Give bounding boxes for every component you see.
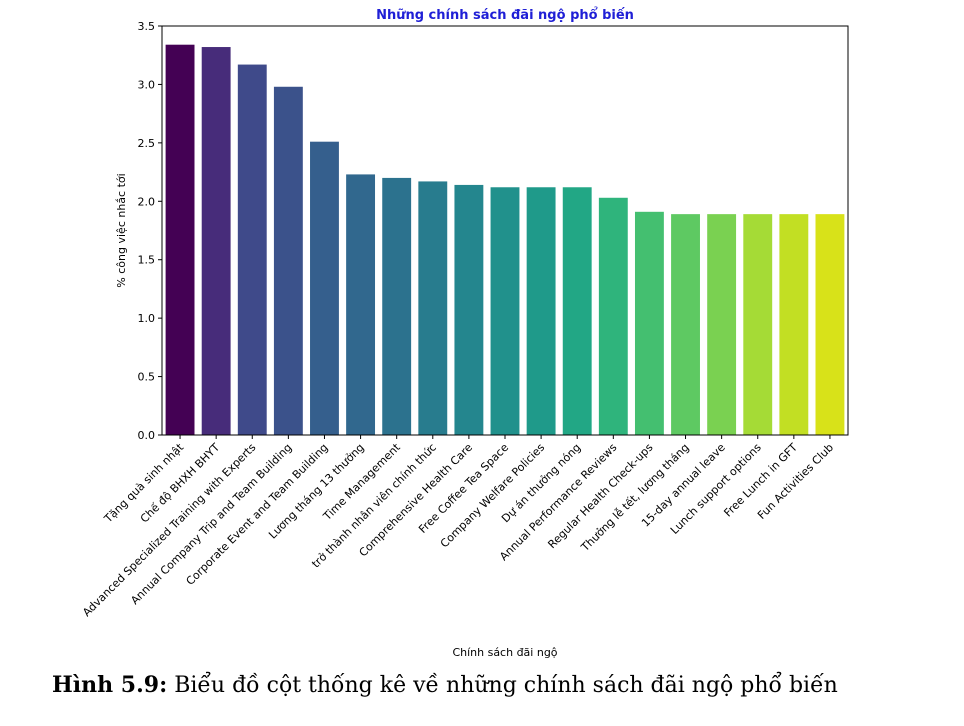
y-tick-label: 3.0 [138, 78, 156, 91]
bar-chart: Những chính sách đãi ngộ phổ biến 0.0 0.5… [80, 7, 849, 659]
y-tick-label: 2.0 [138, 195, 156, 208]
bar [237, 64, 267, 435]
bar [707, 214, 737, 435]
plot-frame [161, 25, 849, 436]
chart-title: Những chính sách đãi ngộ phổ biến [376, 7, 634, 23]
bar [598, 197, 628, 435]
bar [382, 177, 412, 435]
bar [671, 214, 700, 435]
y-tick-label: 0.5 [138, 371, 156, 384]
bar [815, 214, 845, 435]
y-tick-label: 1.5 [138, 254, 156, 267]
figure-caption: Hình 5.9: Biểu đồ cột thống kê về những … [52, 672, 838, 698]
bar [310, 141, 339, 435]
y-axis-label: % công việc nhắc tới [115, 173, 128, 287]
bar [562, 187, 592, 435]
caption-label: Hình 5.9: [52, 672, 168, 698]
x-axis-label: Chính sách đãi ngộ [452, 646, 557, 659]
y-tick-label: 1.0 [138, 312, 156, 325]
bars-group [165, 44, 845, 435]
bar [273, 86, 303, 435]
bar [743, 214, 773, 435]
bar [201, 47, 231, 435]
bar [490, 187, 520, 435]
bar [779, 214, 809, 435]
y-tick-label: 0.0 [138, 429, 156, 442]
bar [526, 187, 556, 435]
y-tick-label: 2.5 [138, 137, 156, 150]
bar [634, 211, 664, 435]
y-tick-label: 3.5 [138, 20, 156, 33]
bar [454, 184, 484, 435]
bar [165, 44, 195, 435]
bar [418, 181, 448, 435]
y-axis: 0.0 0.5 1.0 1.5 2.0 2.5 3.0 3.5 [138, 20, 162, 442]
bar [346, 174, 376, 435]
caption-text: Biểu đồ cột thống kê về những chính sách… [167, 673, 838, 698]
